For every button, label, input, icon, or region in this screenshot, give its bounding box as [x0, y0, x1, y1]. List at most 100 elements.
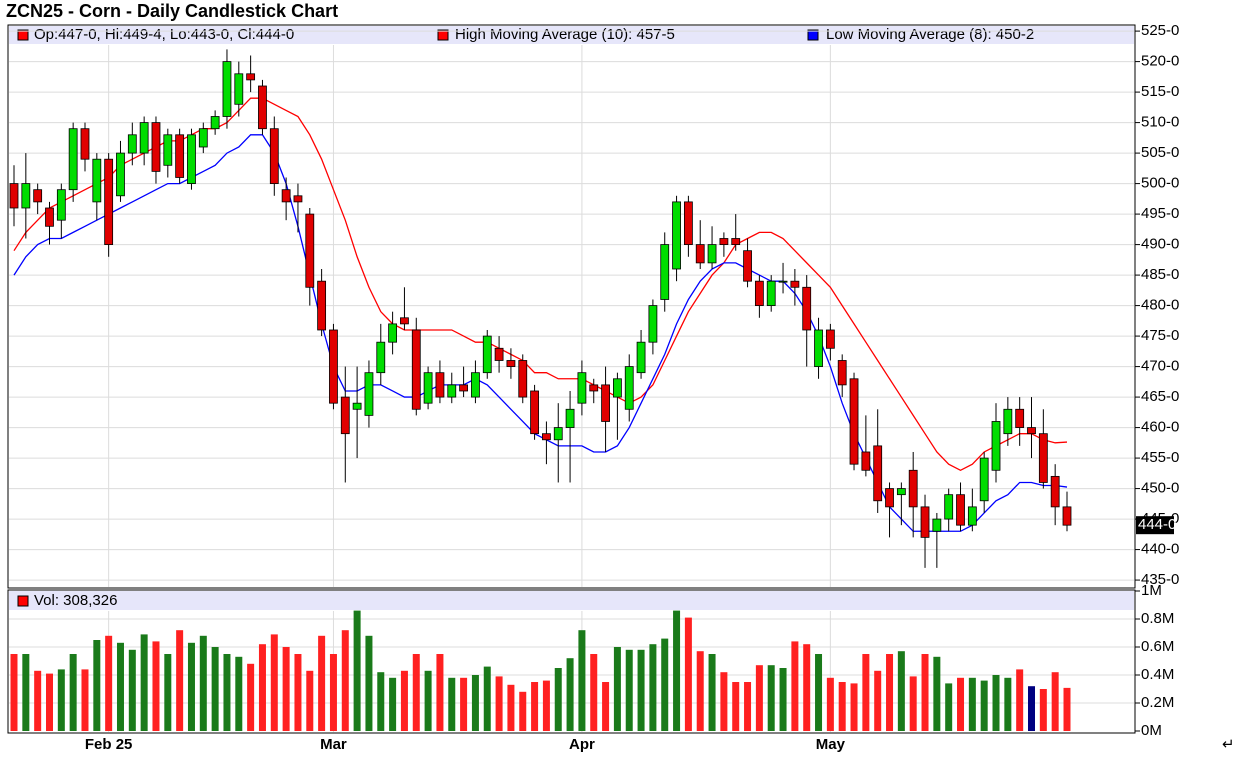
candle-body — [719, 238, 729, 245]
volume-bar — [744, 682, 752, 731]
candle-body — [979, 457, 989, 502]
candle-body — [695, 244, 705, 264]
y-tick-label: 465-0 — [1141, 388, 1179, 405]
candle-body — [991, 421, 1001, 471]
volume-bar — [45, 673, 53, 731]
candle-body — [127, 134, 137, 154]
volume-bar — [128, 649, 136, 731]
volume-bar — [968, 677, 976, 731]
candle-body — [482, 335, 492, 374]
candle-body — [340, 396, 350, 435]
candle-body — [56, 189, 66, 221]
volume-bar — [720, 672, 728, 731]
volume-bar — [507, 684, 515, 731]
volume-bar — [909, 676, 917, 731]
candle-body — [1038, 433, 1048, 483]
y-tick-label: 440-0 — [1141, 541, 1179, 558]
volume-bar — [93, 640, 101, 731]
y-tick-label: 475-0 — [1141, 327, 1179, 344]
volume-bar — [649, 644, 657, 731]
volume-bar — [957, 677, 965, 731]
y-tick-label: 0.4M — [1141, 666, 1174, 683]
y-tick-label: 455-0 — [1141, 449, 1179, 466]
candle-body — [423, 372, 433, 404]
candle-body — [944, 494, 954, 520]
last-price-box — [1136, 516, 1174, 535]
volume-bar — [696, 651, 704, 731]
candle-body — [388, 323, 398, 343]
volume-bar — [483, 666, 491, 731]
candle-body — [305, 213, 315, 288]
candle-body — [1050, 475, 1060, 508]
candle-body — [471, 372, 480, 398]
volume-bar — [270, 634, 278, 731]
volume-bar — [1004, 677, 1012, 731]
candle-body — [187, 134, 196, 184]
volume-bar — [341, 630, 349, 731]
volume-bar — [815, 654, 823, 731]
volume-bar — [708, 654, 716, 731]
candle-body — [494, 347, 504, 361]
volume-bar — [34, 670, 42, 731]
volume-bar — [1051, 672, 1059, 731]
candle-body — [790, 280, 800, 288]
candle-body — [577, 372, 587, 404]
candle-body — [104, 158, 114, 245]
volume-bar — [211, 647, 219, 731]
candle-body — [613, 378, 622, 398]
y-tick-label: 450-0 — [1141, 480, 1179, 497]
candle-body — [281, 189, 291, 203]
volume-bar — [980, 680, 988, 731]
y-tick-label: 510-0 — [1141, 114, 1179, 131]
y-tick-label: 0.2M — [1141, 694, 1174, 711]
candle-body — [459, 384, 468, 392]
volume-bar — [637, 649, 645, 731]
volume-bar — [412, 654, 420, 731]
candle-body — [920, 506, 930, 538]
candle-body — [68, 128, 78, 191]
candle-body — [317, 280, 327, 331]
price-panel — [7, 24, 1136, 589]
volume-bar — [69, 654, 77, 731]
candle-body — [825, 329, 835, 349]
y-tick-label: 500-0 — [1141, 175, 1179, 192]
candle-body — [601, 384, 610, 422]
candle-body — [175, 134, 185, 178]
candle-body — [743, 250, 752, 282]
y-tick-label: 480-0 — [1141, 297, 1179, 314]
volume-bar — [554, 668, 562, 731]
volume-bar — [661, 638, 669, 731]
volume-bar — [377, 672, 385, 731]
volume-bar — [992, 675, 1000, 731]
volume-bar — [389, 677, 397, 731]
legend-high-ma: High Moving Average (10): 457-5 — [455, 26, 675, 43]
candle-body — [45, 207, 54, 227]
candle-body — [861, 451, 871, 471]
return-mark: ↵ — [1222, 736, 1235, 753]
x-tick-label: May — [816, 736, 846, 753]
candle-body — [80, 128, 90, 160]
candle-body — [873, 445, 883, 502]
candle-body — [565, 408, 575, 428]
candle-body — [400, 317, 409, 325]
volume-bar — [578, 630, 586, 731]
candle-body — [908, 469, 918, 508]
volume-bar — [164, 654, 172, 731]
candle-body — [92, 158, 102, 203]
volume-bar — [779, 668, 787, 731]
candle-body — [210, 116, 220, 130]
x-tick-label: Mar — [320, 736, 347, 753]
legend-swatch — [807, 29, 819, 41]
legend-ohlc: Op:447-0, Hi:449-4, Lo:443-0, Cl:444-0 — [34, 26, 294, 43]
volume-bar — [258, 644, 266, 731]
candle-body — [151, 122, 161, 172]
volume-bar — [933, 656, 941, 731]
volume-bar — [1016, 669, 1024, 731]
volume-bar — [519, 691, 527, 731]
volume-bar — [448, 677, 456, 731]
volume-bar — [176, 630, 184, 731]
candle-body — [849, 378, 859, 465]
candle-body — [21, 183, 31, 209]
candle-body — [648, 305, 658, 343]
